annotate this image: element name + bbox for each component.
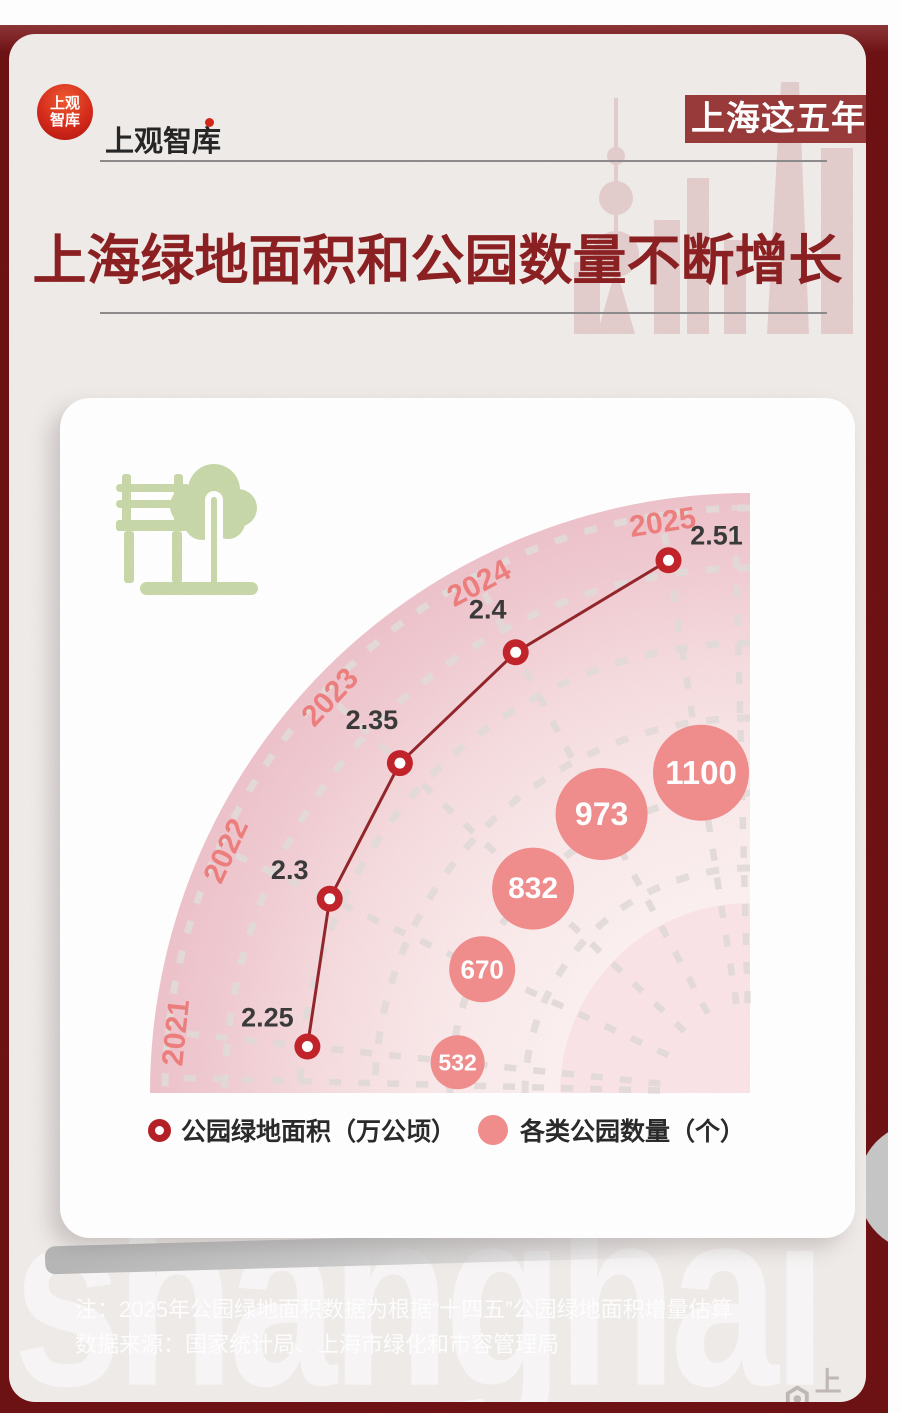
area-legend-label: 公园绿地面积（万公顷） [181, 1118, 457, 1146]
svg-text:2021: 2021 [156, 998, 196, 1068]
svg-text:832: 832 [508, 872, 558, 905]
parks-legend-label: 各类公园数量（个） [520, 1118, 746, 1146]
parks-legend-dot-icon [478, 1115, 509, 1145]
observer-logo-circle: 上观 智库 [37, 84, 93, 140]
logo-circle-text-2: 智库 [49, 112, 80, 129]
footnotes: 注：2025年公园绿地面积数据为根据“十四五”公园绿地面积增量估算 数据来源：国… [75, 1292, 733, 1362]
page-title: 上海绿地面积和公园数量不断增长 [32, 231, 843, 291]
svg-text:2.4: 2.4 [469, 594, 507, 624]
svg-text:2.25: 2.25 [241, 1003, 294, 1033]
area-legend-ring-icon [148, 1118, 171, 1142]
aperture-icon [785, 1385, 809, 1402]
svg-text:670: 670 [461, 954, 504, 984]
svg-text:2.3: 2.3 [271, 855, 309, 885]
logo-wordmark: 上观智库 [105, 126, 222, 158]
svg-text:2.51: 2.51 [690, 520, 743, 550]
chart-card: 2021 2022 2023 2024 2025 532 670 832 973 1100 2.25… [60, 398, 855, 1238]
footer-logo: 上观 [784, 1360, 866, 1402]
page-background: 上观 智库 上观智库 上海这五年 上海绿地面积和公园数量不断增长 shangha… [9, 34, 866, 1402]
svg-text:973: 973 [575, 796, 628, 832]
note-line-1: 注：2025年公园绿地面积数据为根据“十四五”公园绿地面积增量估算 [75, 1297, 733, 1322]
logo-accent-dot-icon [205, 118, 214, 127]
title-rule-top [100, 160, 827, 162]
svg-text:532: 532 [438, 1049, 476, 1075]
title-rule-bottom [100, 312, 827, 314]
svg-text:1100: 1100 [665, 754, 737, 791]
chart-legend: 公园绿地面积（万公顷） 各类公园数量（个） [148, 1112, 745, 1148]
logo-circle-text-1: 上观 [49, 95, 80, 112]
series-tag-badge: 上海这五年 [685, 95, 866, 143]
svg-text:2.35: 2.35 [346, 705, 399, 735]
note-line-2: 数据来源：国家统计局、上海市绿化和市容管理局 [75, 1332, 560, 1357]
footer-logo-text: 上观 [814, 1367, 842, 1397]
